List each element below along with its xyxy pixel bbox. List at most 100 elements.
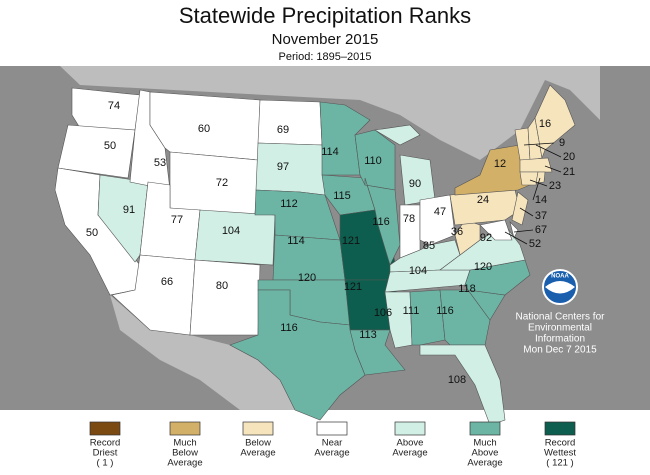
state-rank: 50 bbox=[86, 227, 98, 239]
state-rank: 12 bbox=[494, 158, 506, 170]
legend-label: Average bbox=[467, 458, 502, 469]
leader-line bbox=[519, 207, 534, 217]
legend-label: Average bbox=[240, 448, 275, 459]
state bbox=[409, 289, 446, 346]
state-rank: 47 bbox=[434, 206, 446, 218]
legend-swatch bbox=[394, 421, 426, 436]
state bbox=[229, 289, 366, 421]
state bbox=[534, 84, 576, 160]
state-rank: 116 bbox=[436, 305, 454, 317]
state-rank: 20 bbox=[563, 151, 575, 163]
state bbox=[509, 221, 519, 239]
state-rank: 104 bbox=[409, 265, 427, 277]
state-rank: 80 bbox=[216, 280, 228, 292]
legend-label: Average bbox=[314, 448, 349, 459]
state-rank: 72 bbox=[216, 177, 228, 189]
state-rank: 115 bbox=[333, 190, 351, 202]
state bbox=[511, 191, 529, 226]
state-rank: 14 bbox=[535, 194, 547, 206]
subtitle: November 2015 bbox=[272, 31, 379, 48]
legend-swatch bbox=[316, 421, 348, 436]
state-rank: 91 bbox=[123, 204, 135, 216]
state bbox=[364, 177, 401, 266]
title: Statewide Precipitation Ranks bbox=[179, 3, 471, 28]
state-rank: 67 bbox=[535, 224, 547, 236]
leader-line bbox=[544, 165, 562, 173]
state-rank: 112 bbox=[280, 198, 298, 210]
state-rank: 36 bbox=[451, 226, 463, 238]
state-rank: 108 bbox=[448, 374, 466, 386]
legend-label: Average bbox=[167, 458, 202, 469]
state-rank: 37 bbox=[535, 210, 547, 222]
state-rank: 69 bbox=[277, 124, 289, 136]
state-rank: 120 bbox=[298, 272, 316, 284]
state bbox=[257, 99, 323, 146]
state-rank: 121 bbox=[342, 235, 360, 247]
state-rank: 74 bbox=[108, 100, 120, 112]
state-rank: 23 bbox=[549, 180, 561, 192]
state-rank: 111 bbox=[403, 305, 420, 317]
legend-swatch bbox=[242, 421, 274, 436]
legend-label: Above bbox=[472, 448, 499, 459]
logo-gull bbox=[545, 281, 575, 294]
state-rank: 106 bbox=[374, 307, 392, 319]
state-rank: 92 bbox=[480, 232, 492, 244]
legend-label: Below bbox=[245, 438, 271, 449]
leader-line bbox=[513, 229, 534, 233]
state-rank: 16 bbox=[539, 118, 551, 130]
legend-swatch bbox=[544, 421, 576, 436]
legend-label: Wettest bbox=[544, 448, 576, 459]
state-rank: 53 bbox=[154, 157, 166, 169]
state bbox=[189, 259, 261, 336]
credit: Mon Dec 7 2015 bbox=[523, 345, 597, 356]
state bbox=[519, 157, 553, 173]
state-rank: 121 bbox=[344, 281, 362, 293]
state bbox=[479, 219, 513, 241]
legend-label: Average bbox=[392, 448, 427, 459]
state-rank: 66 bbox=[161, 276, 173, 288]
state-rank: 90 bbox=[409, 178, 421, 190]
state-rank: 50 bbox=[104, 140, 116, 152]
logo-text: NOAA bbox=[551, 274, 569, 280]
state bbox=[169, 151, 259, 216]
legend-label: Driest bbox=[93, 448, 118, 459]
legend-label: ( 121 ) bbox=[546, 458, 573, 469]
state-rank: 120 bbox=[474, 261, 492, 273]
mexico bbox=[110, 295, 295, 410]
state bbox=[71, 87, 141, 131]
leader-line bbox=[535, 144, 562, 158]
legend-swatch bbox=[469, 421, 501, 436]
leader-line bbox=[532, 177, 541, 201]
state bbox=[519, 171, 539, 186]
state bbox=[419, 194, 456, 246]
legend-label: Above bbox=[397, 438, 424, 449]
state-rank: 104 bbox=[222, 225, 240, 237]
state-rank: 116 bbox=[372, 216, 390, 228]
legend-label: Much bbox=[473, 438, 496, 449]
legend-label: Below bbox=[172, 448, 198, 459]
legend-swatch bbox=[89, 421, 121, 436]
state bbox=[384, 291, 413, 349]
period: Period: 1895–2015 bbox=[279, 51, 372, 63]
state-rank: 114 bbox=[287, 235, 305, 247]
leader-line bbox=[523, 142, 555, 146]
state-rank: 118 bbox=[458, 283, 476, 295]
state-rank: 21 bbox=[563, 166, 575, 178]
state bbox=[535, 171, 546, 184]
credit: Environmental bbox=[528, 323, 592, 334]
leader-line bbox=[504, 231, 528, 245]
legend-label: ( 1 ) bbox=[97, 458, 114, 469]
legend-label: Record bbox=[90, 438, 121, 449]
state-rank: 110 bbox=[364, 155, 382, 167]
credit: National Centers for bbox=[516, 312, 606, 323]
state-rank: 9 bbox=[559, 137, 565, 149]
state-rank: 116 bbox=[280, 322, 298, 334]
legend-swatch bbox=[169, 421, 201, 436]
state-rank: 78 bbox=[403, 213, 415, 225]
state-rank: 52 bbox=[529, 238, 541, 250]
state-rank: 60 bbox=[198, 123, 210, 135]
credit: Information bbox=[535, 334, 585, 345]
state bbox=[194, 209, 276, 266]
state-rank: 77 bbox=[171, 214, 183, 226]
